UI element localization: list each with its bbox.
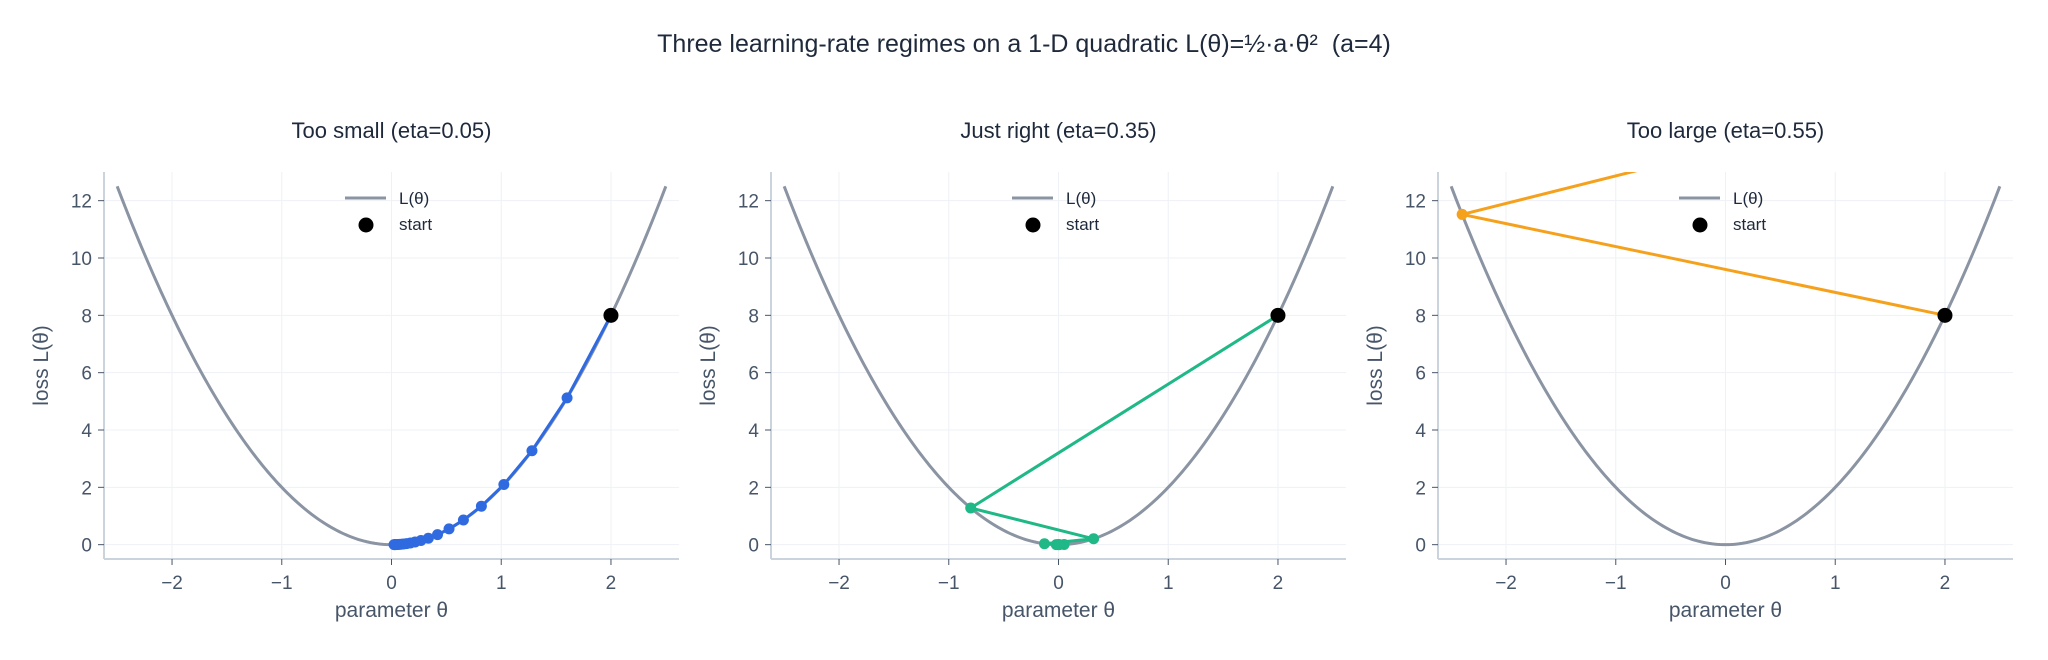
x-tick-label: 0 [1053, 573, 1064, 594]
trajectory-point [498, 479, 510, 491]
y-tick-label: 4 [748, 421, 759, 442]
y-tick-label: 12 [738, 192, 759, 213]
y-tick-label: 0 [81, 536, 92, 557]
gd-trajectory [388, 314, 613, 551]
y-tick-label: 10 [738, 249, 759, 270]
y-tick-label: 10 [71, 249, 92, 270]
grid [104, 172, 679, 559]
figure-title: Three learning-rate regimes on a 1-D qua… [657, 30, 1391, 58]
legend-label-curve: L(θ) [399, 189, 429, 208]
start-point [603, 307, 619, 323]
legend-label-curve: L(θ) [1066, 189, 1096, 208]
start-point [1270, 307, 1286, 323]
panel-title-just-right: Just right (eta=0.35) [960, 118, 1157, 143]
trajectory-point [1456, 208, 1468, 220]
gd-trajectory [965, 314, 1279, 551]
y-tick-label: 8 [748, 306, 759, 327]
x-tick-label: 1 [1163, 573, 1174, 594]
legend-label-start: start [1733, 215, 1766, 234]
trajectory-point [526, 445, 538, 457]
x-tick-label: 2 [606, 573, 617, 594]
y-tick-label: 12 [71, 192, 92, 213]
y-tick-label: 4 [81, 421, 92, 442]
grid [771, 172, 1346, 559]
legend: L(θ) start [1012, 189, 1099, 234]
legend-start-swatch [1692, 217, 1708, 233]
gd-trajectory [1456, 64, 2047, 317]
y-tick-label: 8 [81, 306, 92, 327]
x-tick-label: −1 [1605, 573, 1627, 594]
y-tick-label: 0 [748, 536, 759, 557]
x-tick-label: 0 [386, 573, 397, 594]
trajectory-point [561, 392, 573, 404]
grid [1438, 172, 2013, 559]
trajectory-point [443, 523, 455, 535]
trajectory-point [2036, 64, 2047, 75]
x-tick-label: −2 [1495, 573, 1517, 594]
x-tick-label: 1 [1830, 573, 1841, 594]
loss-curve [1449, 185, 2002, 547]
y-tick-label: 6 [81, 364, 92, 385]
x-tick-label: 0 [1720, 573, 1731, 594]
y-tick-label: 6 [1415, 364, 1426, 385]
legend-label-curve: L(θ) [1733, 189, 1763, 208]
y-axis-label: loss L(θ) [30, 325, 53, 406]
x-tick-label: 2 [1273, 573, 1284, 594]
panel-title-too-small: Too small (eta=0.05) [291, 118, 492, 143]
y-tick-label: 4 [1415, 421, 1426, 442]
x-tick-label: −1 [271, 573, 293, 594]
legend: L(θ) start [1679, 189, 1766, 234]
y-axis-label: loss L(θ) [1364, 325, 1387, 406]
trajectory-point [1038, 538, 1050, 550]
x-tick-label: −2 [161, 573, 183, 594]
trajectory-point [1053, 539, 1065, 551]
y-tick-label: 2 [748, 478, 759, 499]
x-axis-label: parameter θ [335, 599, 448, 622]
y-tick-label: 12 [1405, 192, 1426, 213]
y-tick-label: 6 [748, 364, 759, 385]
trajectory-point [432, 529, 444, 541]
x-tick-label: 2 [1940, 573, 1951, 594]
legend-start-swatch [1025, 217, 1041, 233]
trajectory-point [1088, 533, 1100, 545]
legend-label-start: start [399, 215, 432, 234]
start-point [1937, 307, 1953, 323]
x-tick-label: −2 [828, 573, 850, 594]
x-tick-label: 1 [496, 573, 507, 594]
y-tick-label: 10 [1405, 249, 1426, 270]
x-axis-label: parameter θ [1669, 599, 1782, 622]
y-axis-label: loss L(θ) [697, 325, 720, 406]
trajectory-point [457, 514, 469, 526]
x-axis-label: parameter θ [1002, 599, 1115, 622]
legend-label-start: start [1066, 215, 1099, 234]
legend: L(θ) start [345, 189, 432, 234]
trajectory-point [475, 500, 487, 512]
y-tick-label: 0 [1415, 536, 1426, 557]
y-tick-label: 2 [81, 478, 92, 499]
panel-title-too-large: Too large (eta=0.55) [1626, 118, 1825, 143]
legend-start-swatch [358, 217, 374, 233]
y-tick-label: 2 [1415, 478, 1426, 499]
trajectory-point [388, 539, 400, 551]
trajectory-point [965, 502, 977, 514]
x-tick-label: −1 [938, 573, 960, 594]
y-tick-label: 8 [1415, 306, 1426, 327]
